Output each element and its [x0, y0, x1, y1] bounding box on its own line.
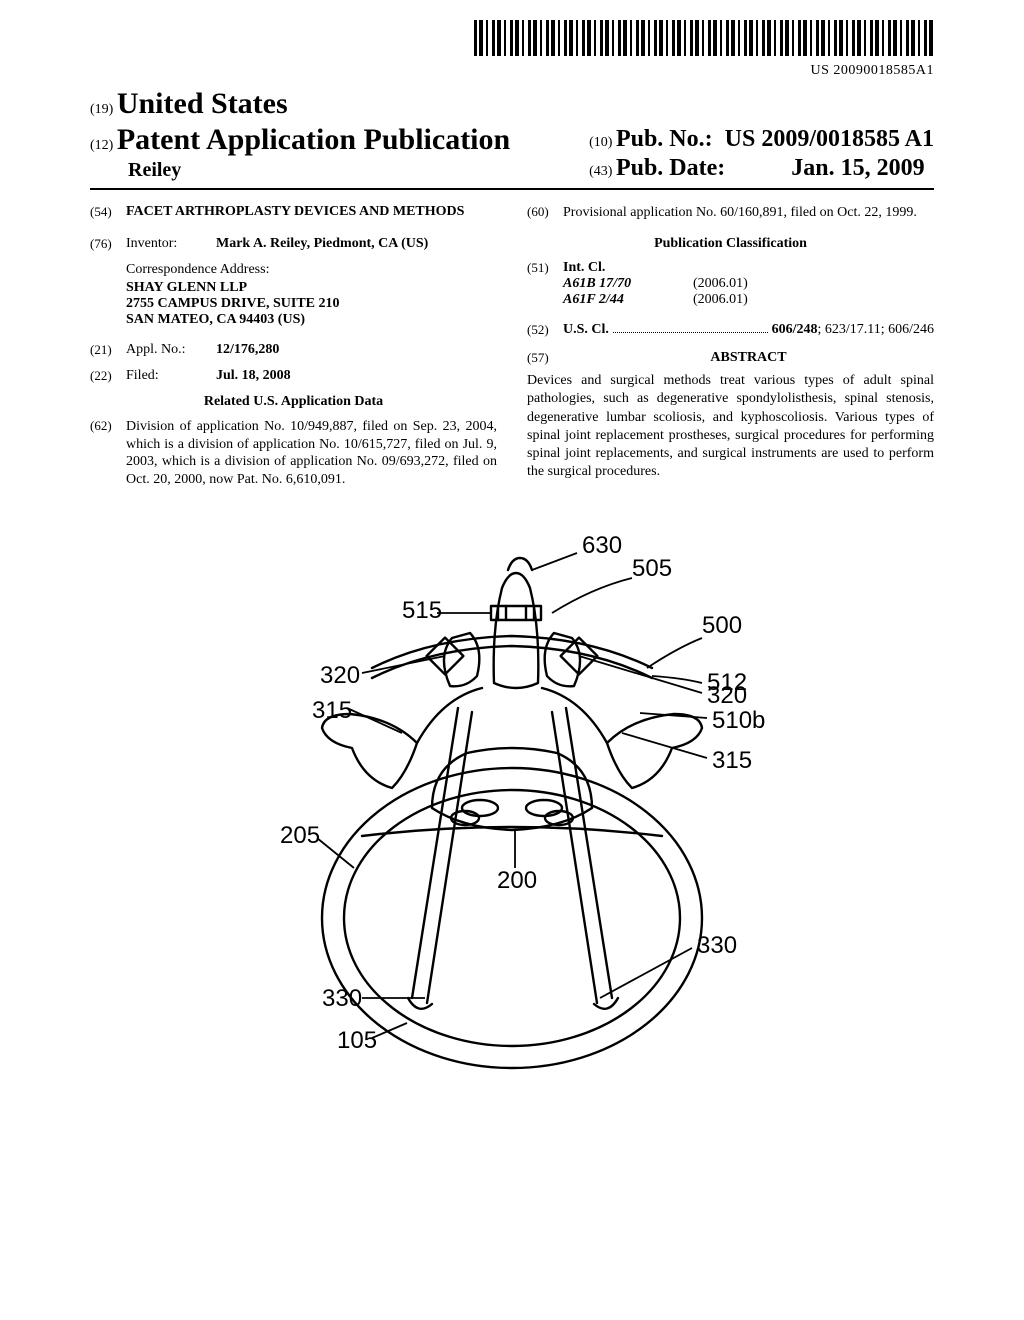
- intcl-row-1: A61B 17/70 (2006.01): [563, 276, 934, 292]
- related-text: Division of application No. 10/949,887, …: [126, 418, 497, 488]
- field-num-12: (12): [90, 138, 113, 153]
- intcl-row-2: A61F 2/44 (2006.01): [563, 292, 934, 308]
- uscl-main: 606/248: [772, 322, 818, 337]
- abstract-header-row: (57) ABSTRACT: [527, 350, 934, 366]
- field-num-57: (57): [527, 350, 563, 366]
- fig-label-315l: 315: [312, 697, 352, 724]
- header-right: (10) Pub. No.: US 2009/0018585 A1 (43) P…: [589, 126, 934, 182]
- uscl-dots: [613, 322, 768, 333]
- addr-label: Correspondence Address:: [126, 262, 497, 278]
- pubdate-line: (43) Pub. Date: Jan. 15, 2009: [589, 155, 934, 182]
- pubno-label: Pub. No.:: [616, 126, 713, 152]
- pubclass-header: Publication Classification: [527, 236, 934, 252]
- header-row: (19) United States (12) Patent Applicati…: [90, 87, 934, 190]
- uscl-extra: ; 623/17.11; 606/246: [817, 322, 934, 337]
- pubno-line: (10) Pub. No.: US 2009/0018585 A1: [589, 126, 934, 153]
- invention-title: FACET ARTHROPLASTY DEVICES AND METHODS: [126, 204, 497, 220]
- fig-label-500: 500: [702, 612, 742, 639]
- barcode-area: US 20090018585A1: [90, 20, 934, 79]
- field-num-52: (52): [527, 322, 563, 338]
- title-block: (54) FACET ARTHROPLASTY DEVICES AND METH…: [90, 204, 497, 220]
- field-num-21: (21): [90, 342, 126, 358]
- intcl-label: Int. Cl.: [563, 260, 934, 276]
- intcl1-code: A61B 17/70: [563, 276, 693, 292]
- correspondence-address: Correspondence Address: SHAY GLENN LLP 2…: [126, 262, 497, 328]
- field-num-19: (19): [90, 102, 113, 117]
- pub-type-line: (12) Patent Application Publication: [90, 123, 510, 157]
- inventor-value: Mark A. Reiley, Piedmont, CA (US): [216, 236, 497, 252]
- pubdate-label: Pub. Date:: [616, 155, 725, 181]
- fig-label-105: 105: [337, 1027, 377, 1054]
- applno-value: 12/176,280: [216, 342, 497, 358]
- filed-field: (22) Filed: Jul. 18, 2008: [90, 368, 497, 384]
- provisional-text: Provisional application No. 60/160,891, …: [563, 204, 934, 222]
- pubno-value: US 2009/0018585 A1: [725, 126, 934, 152]
- provisional-field: (60) Provisional application No. 60/160,…: [527, 204, 934, 222]
- intcl2-code: A61F 2/44: [563, 292, 693, 308]
- field-num-10: (10): [589, 135, 612, 150]
- barcode-text: US 20090018585A1: [90, 63, 934, 79]
- fig-label-330l: 330: [322, 985, 362, 1012]
- right-column: (60) Provisional application No. 60/160,…: [527, 204, 934, 488]
- country-line: (19) United States: [90, 87, 510, 121]
- fig-label-200: 200: [497, 867, 537, 894]
- field-num-62: (62): [90, 418, 126, 488]
- figure-area: 630 505 500 515 512 320 320 315 315 510b…: [90, 518, 934, 1083]
- addr-line2: 2755 CAMPUS DRIVE, SUITE 210: [126, 296, 497, 312]
- barcode: [474, 20, 934, 56]
- fig-label-320l: 320: [320, 662, 360, 689]
- field-num-60: (60): [527, 204, 563, 222]
- applicant-name: Reiley: [128, 159, 510, 182]
- fig-label-515: 515: [402, 597, 442, 624]
- pubdate-value: Jan. 15, 2009: [791, 155, 924, 181]
- related-body: (62) Division of application No. 10/949,…: [90, 418, 497, 488]
- fig-label-330r: 330: [697, 932, 737, 959]
- field-num-22: (22): [90, 368, 126, 384]
- two-column-body: (54) FACET ARTHROPLASTY DEVICES AND METH…: [90, 204, 934, 488]
- fig-label-205: 205: [280, 822, 320, 849]
- inventor-field: (76) Inventor: Mark A. Reiley, Piedmont,…: [90, 236, 497, 252]
- patent-page: US 20090018585A1 (19) United States (12)…: [0, 0, 1024, 1320]
- field-num-51: (51): [527, 260, 563, 308]
- fig-label-315r: 315: [712, 747, 752, 774]
- field-num-54: (54): [90, 204, 126, 220]
- related-header: Related U.S. Application Data: [90, 394, 497, 410]
- filed-label: Filed:: [126, 368, 216, 384]
- fig-label-510b: 510b: [712, 707, 765, 734]
- uscl-codes: 606/248; 623/17.11; 606/246: [772, 322, 934, 338]
- inventor-label: Inventor:: [126, 236, 216, 252]
- uscl-label: U.S. Cl.: [563, 322, 609, 338]
- addr-lines: SHAY GLENN LLP 2755 CAMPUS DRIVE, SUITE …: [126, 280, 497, 328]
- intcl-body: Int. Cl. A61B 17/70 (2006.01) A61F 2/44 …: [563, 260, 934, 308]
- filed-value: Jul. 18, 2008: [216, 368, 497, 384]
- uscl-field: (52) U.S. Cl. 606/248; 623/17.11; 606/24…: [527, 322, 934, 338]
- header-left: (19) United States (12) Patent Applicati…: [90, 87, 510, 182]
- country: United States: [117, 87, 288, 120]
- fig-label-505: 505: [632, 555, 672, 582]
- addr-line3: SAN MATEO, CA 94403 (US): [126, 312, 497, 328]
- fig-label-630: 630: [582, 532, 622, 559]
- intcl-field: (51) Int. Cl. A61B 17/70 (2006.01) A61F …: [527, 260, 934, 308]
- pub-type: Patent Application Publication: [117, 123, 510, 156]
- left-column: (54) FACET ARTHROPLASTY DEVICES AND METH…: [90, 204, 497, 488]
- field-num-76: (76): [90, 236, 126, 252]
- fig-label-320r: 320: [707, 682, 747, 709]
- abstract-text: Devices and surgical methods treat vario…: [527, 372, 934, 481]
- applno-field: (21) Appl. No.: 12/176,280: [90, 342, 497, 358]
- addr-line1: SHAY GLENN LLP: [126, 280, 497, 296]
- patent-figure: 630 505 500 515 512 320 320 315 315 510b…: [232, 518, 792, 1078]
- abstract-label: ABSTRACT: [563, 350, 934, 366]
- field-num-43: (43): [589, 164, 612, 179]
- intcl2-year: (2006.01): [693, 292, 748, 308]
- intcl1-year: (2006.01): [693, 276, 748, 292]
- applno-label: Appl. No.:: [126, 342, 216, 358]
